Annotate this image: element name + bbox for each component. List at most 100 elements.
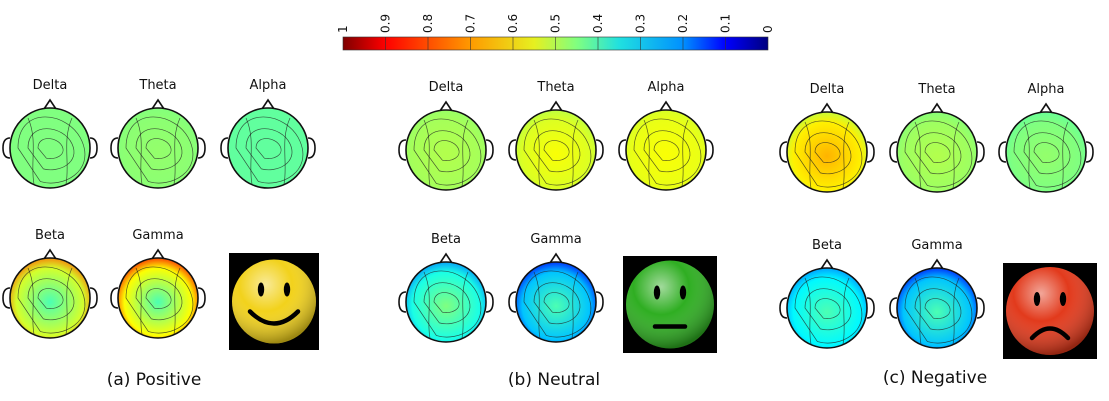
band-label: Theta: [917, 82, 955, 97]
left-ear: [889, 141, 898, 163]
right-ear: [866, 297, 875, 319]
colorbar-tick-label: 0.9: [379, 14, 393, 33]
head-map: [117, 107, 199, 189]
topomap-gamma: Gamma: [889, 238, 985, 349]
nose: [820, 258, 834, 270]
nose: [439, 252, 453, 264]
nose: [659, 100, 673, 112]
right-ear: [197, 287, 206, 309]
panel-neutral: Delta Theta Alpha Beta Gamma (b) Neutral: [398, 80, 717, 390]
contour-lines: [17, 116, 86, 185]
left-ear: [508, 291, 517, 313]
nose: [930, 102, 944, 114]
left-ear: [398, 139, 407, 161]
right-ear: [705, 139, 714, 161]
band-label: Theta: [138, 78, 176, 93]
band-label: Beta: [35, 228, 65, 243]
left-ear: [618, 139, 627, 161]
panel-caption: (b) Neutral: [508, 370, 600, 390]
head-map: [9, 257, 91, 339]
nose: [549, 100, 563, 112]
head-map: [896, 267, 978, 349]
left-ear: [398, 291, 407, 313]
contour-lines: [794, 120, 863, 189]
band-label: Beta: [812, 238, 842, 253]
left-ear: [779, 141, 788, 163]
panel-negative: Delta Theta Alpha Beta Gamma (c) Negative: [779, 82, 1097, 388]
head-map: [227, 107, 309, 189]
nose: [820, 102, 834, 114]
colorbar-tick-label: 0.5: [549, 14, 563, 33]
right-ear: [976, 141, 985, 163]
head-map: [896, 111, 978, 193]
right-ear: [89, 287, 98, 309]
contour-lines: [235, 116, 304, 185]
panel-caption: (a) Positive: [107, 370, 202, 390]
right-ear: [595, 139, 604, 161]
frowning-face-icon: [1003, 263, 1097, 359]
panel-caption: (c) Negative: [883, 368, 987, 388]
contour-lines: [904, 276, 973, 345]
topomap-beta: Beta: [2, 228, 98, 339]
nose: [261, 98, 275, 110]
left-ear: [508, 139, 517, 161]
contour-lines: [794, 276, 863, 345]
topomap-panels: Delta Theta Alpha Beta Gamma (a) Positive Delt…: [2, 78, 1097, 390]
band-label: Gamma: [132, 228, 183, 243]
head-map: [405, 109, 487, 191]
topomap-alpha: Alpha: [220, 78, 316, 189]
head-map: [117, 257, 199, 339]
nose: [439, 100, 453, 112]
topomap-alpha: Alpha: [998, 82, 1094, 193]
head-map: [515, 109, 597, 191]
topomap-delta: Delta: [398, 80, 494, 191]
nose: [151, 98, 165, 110]
head-map: [405, 261, 487, 343]
contour-lines: [523, 118, 592, 187]
band-label: Delta: [429, 80, 464, 95]
contour-lines: [125, 116, 194, 185]
topomap-delta: Delta: [2, 78, 98, 189]
colorbar-tick-label: 1: [336, 25, 350, 33]
right-ear: [1085, 141, 1094, 163]
head-map: [625, 109, 707, 191]
colorbar-tick-label: 0.4: [591, 14, 605, 33]
colorbar-ticks: 1 0.9 0.8 0.7 0.6 0.5 0.4 0.3 0.2 0.1 0: [336, 14, 775, 50]
topomap-theta: Theta: [110, 78, 206, 189]
smiling-face-icon: [229, 253, 319, 350]
right-ear: [307, 137, 316, 159]
left-ear: [110, 287, 119, 309]
band-label: Theta: [536, 80, 574, 95]
colorbar-tick-label: 0.2: [676, 14, 690, 33]
right-ear: [89, 137, 98, 159]
colorbar-tick-label: 0: [761, 25, 775, 33]
head-map: [786, 111, 868, 193]
contour-lines: [904, 120, 973, 189]
head-map: [786, 267, 868, 349]
band-label: Gamma: [911, 238, 962, 253]
nose: [43, 98, 57, 110]
nose: [43, 248, 57, 260]
nose: [549, 252, 563, 264]
band-label: Delta: [810, 82, 845, 97]
right-ear: [866, 141, 875, 163]
band-label: Delta: [33, 78, 68, 93]
left-ear: [889, 297, 898, 319]
topomap-gamma: Gamma: [508, 232, 604, 343]
contour-lines: [17, 266, 86, 335]
colorbar-tick-label: 0.8: [421, 14, 435, 33]
nose: [930, 258, 944, 270]
right-ear: [976, 297, 985, 319]
topomap-beta: Beta: [398, 232, 494, 343]
band-label: Gamma: [530, 232, 581, 247]
left-ear: [998, 141, 1007, 163]
nose: [151, 248, 165, 260]
neutral-face-icon: [623, 256, 717, 353]
colorbar: 1 0.9 0.8 0.7 0.6 0.5 0.4 0.3 0.2 0.1 0: [336, 14, 775, 51]
left-ear: [110, 137, 119, 159]
head-map: [515, 261, 597, 343]
nose: [1039, 102, 1053, 114]
right-ear: [485, 291, 494, 313]
topomap-gamma: Gamma: [110, 228, 206, 339]
